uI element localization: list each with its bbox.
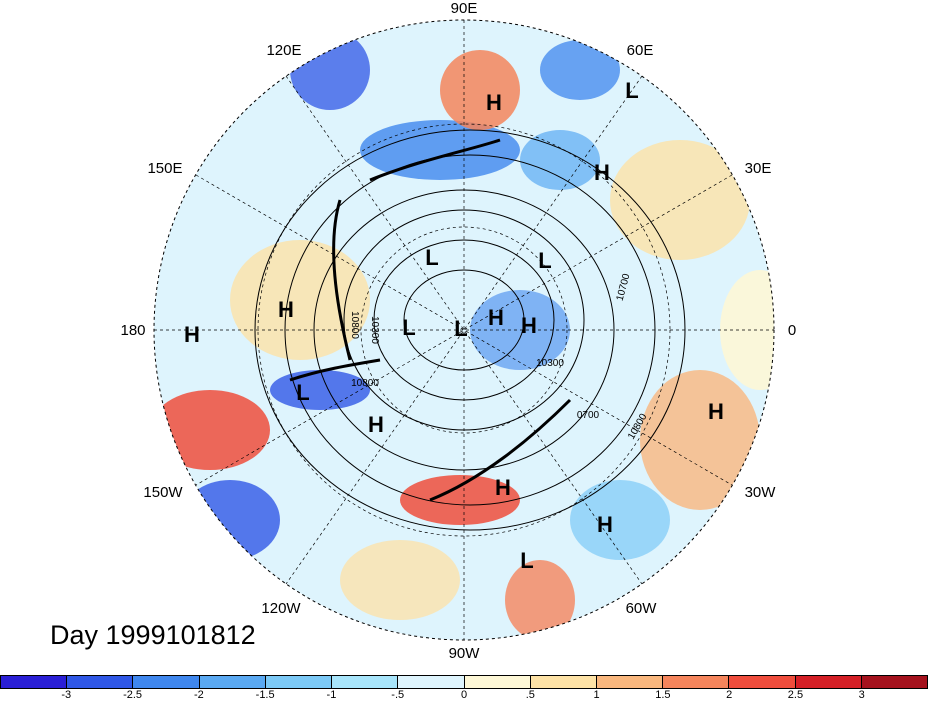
map-border: [153, 19, 775, 641]
lon-label-150w: 150W: [143, 484, 183, 501]
pressure-center-label: L: [538, 248, 551, 273]
colorbar-tick-labels: -3 -2.5 -2 -1.5 -1 -.5 0 .5 1 1.5 2 2.5 3: [0, 689, 928, 702]
colorbar: [0, 675, 928, 689]
pressure-center-label: H: [594, 160, 610, 185]
pressure-center-label: H: [521, 313, 537, 338]
contour-value-label: 10800: [351, 378, 379, 389]
pressure-center-label: H: [486, 90, 502, 115]
contour-value-label: 10800: [349, 311, 360, 339]
lon-label-30w: 30W: [745, 484, 777, 501]
lon-label-60w: 60W: [626, 600, 658, 617]
colorbar-swatch: [332, 676, 399, 688]
colorbar-tick-label: 2.5: [787, 689, 804, 701]
lon-label-0: 0: [788, 322, 796, 339]
colorbar-swatch: [596, 676, 664, 688]
colorbar-swatch: [265, 676, 333, 688]
colorbar-tick-label: -3: [61, 689, 72, 701]
pressure-center-label: L: [296, 380, 309, 405]
lon-label-30e: 30E: [745, 160, 772, 177]
lon-label-90e: 90E: [451, 0, 478, 17]
colorbar-swatch: [67, 676, 134, 688]
colorbar-swatch: [795, 676, 862, 688]
contour-value-label: 0700: [577, 410, 600, 421]
colorbar-swatch: [530, 676, 597, 688]
colorbar-swatch: [464, 676, 531, 688]
colorbar-swatch: [861, 676, 928, 688]
jet-contours: [289, 138, 572, 502]
pressure-center-label: L: [425, 245, 438, 270]
pressure-center-label: H: [368, 412, 384, 437]
colorbar-swatch: [398, 676, 465, 688]
date-title: Day 1999101812: [50, 620, 256, 650]
anomaly-field: [154, 20, 774, 640]
colorbar-swatch: [663, 676, 730, 688]
colorbar-tick-label: 1.5: [655, 689, 671, 701]
colorbar-tick-label: -.5: [391, 689, 405, 701]
colorbar-swatch: [729, 676, 796, 688]
colorbar-tick-label: -2.5: [123, 689, 143, 701]
polar-map: 90E 120E 60E 150E 30E 180 0 150W 30W 120…: [120, 0, 796, 660]
pressure-center-label: L: [454, 316, 467, 341]
colorbar-swatch: [199, 676, 266, 688]
lon-label-150e: 150E: [147, 160, 182, 177]
colorbar-swatch: [133, 676, 200, 688]
colorbar-tick-label: -1.5: [255, 689, 275, 701]
pressure-center-label: H: [708, 399, 724, 424]
pressure-center-label: H: [278, 297, 294, 322]
colorbar-tick-label: 2: [726, 689, 733, 701]
pressure-center-label: L: [625, 78, 638, 103]
lon-label-120e: 120E: [266, 42, 301, 59]
contour-value-label: 10300: [536, 358, 564, 369]
colorbar-swatch: [1, 676, 68, 688]
lon-label-120w: 120W: [261, 600, 301, 617]
colorbar-tick-label: 1: [593, 689, 600, 701]
graticule: [154, 20, 774, 640]
contour-value-label: 10300: [369, 316, 380, 344]
pressure-center-label: L: [520, 548, 533, 573]
colorbar-tick-label: -2: [193, 689, 204, 701]
pressure-center-label: H: [597, 512, 613, 537]
lon-label-60e: 60E: [627, 42, 654, 59]
colorbar-tick-label: 3: [858, 689, 865, 701]
lon-label-180: 180: [120, 322, 145, 339]
colorbar-tick-label: -1: [326, 689, 337, 701]
colorbar-tick-label: .5: [525, 689, 535, 701]
lon-label-90w: 90W: [449, 645, 481, 660]
pressure-center-label: L: [402, 315, 415, 340]
pressure-center-label: H: [184, 322, 200, 347]
pressure-center-label: H: [495, 475, 511, 500]
colorbar-tick-label: 0: [460, 689, 468, 701]
pressure-center-label: H: [488, 305, 504, 330]
